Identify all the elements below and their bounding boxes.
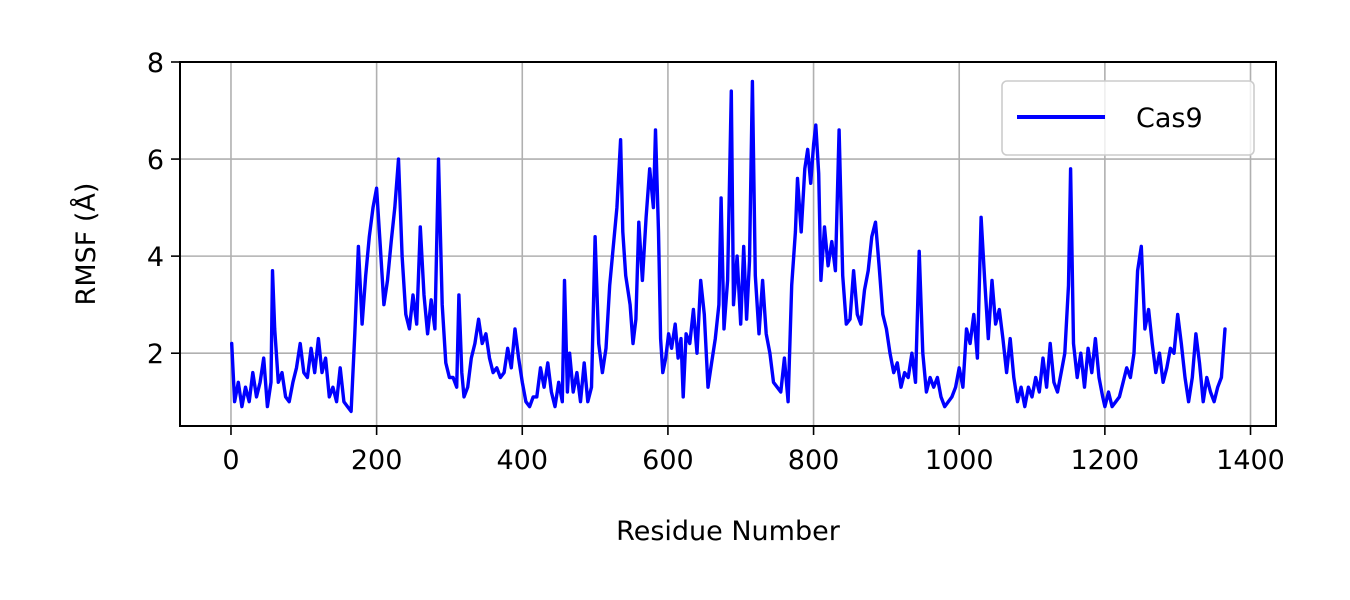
x-tick-label-600: 600 [642,445,694,476]
y-tick-label-2: 2 [147,339,164,370]
x-tick-label-1000: 1000 [925,445,994,476]
x-axis-label: Residue Number [616,516,841,547]
x-tick-label-1400: 1400 [1216,445,1285,476]
x-tick-label-800: 800 [788,445,840,476]
x-tick-label-0: 0 [222,445,239,476]
series-layer [230,79,1227,414]
legend-box [1001,80,1255,156]
y-tick-label-6: 6 [147,145,164,176]
y-tick-label-8: 8 [147,48,164,79]
plot-frame [179,61,1277,427]
legend: Cas9 [1001,80,1255,156]
series-line-cas9 [230,79,1227,414]
x-tick-label-1200: 1200 [1071,445,1140,476]
x-axis: 0 200 400 600 800 1000 1200 1400 [222,426,1285,476]
legend-label-cas9: Cas9 [1136,103,1203,134]
x-tick-label-200: 200 [351,445,403,476]
x-tick-label-400: 400 [496,445,548,476]
y-axis-label: RMSF (Å) [70,183,102,306]
y-axis: 2 4 6 8 [147,48,180,370]
y-tick-label-4: 4 [147,242,164,273]
